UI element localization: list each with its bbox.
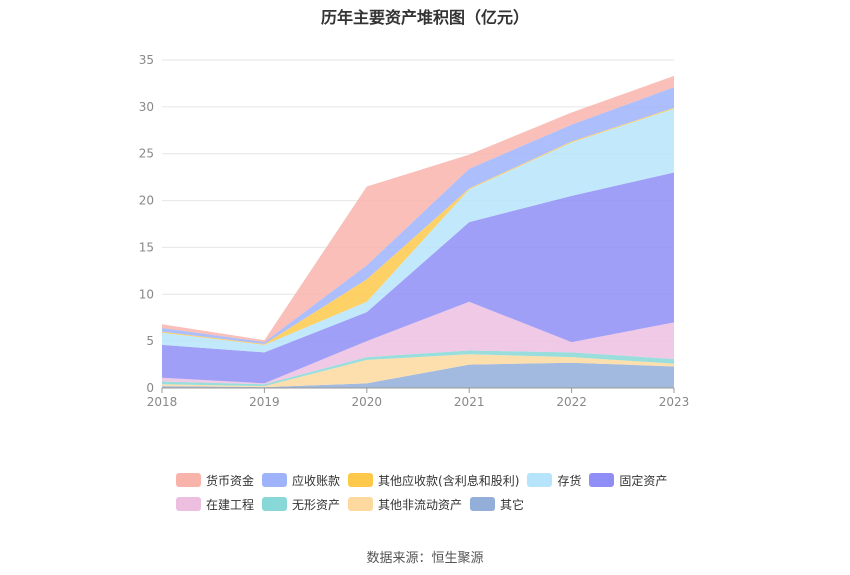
axes: 0 5 10 15 20 25 30 35 2018 2019 2020 2021 2022 2023 xyxy=(139,53,690,409)
legend-swatch xyxy=(470,497,496,511)
legend-swatch xyxy=(176,473,201,487)
area-series xyxy=(162,75,674,388)
legend-item[interactable]: 无形资产 xyxy=(262,496,340,512)
y-tick-label: 10 xyxy=(139,287,154,301)
y-tick-label: 35 xyxy=(139,53,154,67)
y-tick-label: 30 xyxy=(139,100,154,114)
legend-label: 其他非流动资产 xyxy=(378,497,463,512)
x-tick-label: 2023 xyxy=(659,395,690,409)
legend-label: 固定资产 xyxy=(619,473,668,488)
y-tick-label: 25 xyxy=(139,147,154,161)
area-在建工程 xyxy=(162,301,674,385)
area-其他非流动资产 xyxy=(162,354,674,388)
legend-swatch xyxy=(348,473,374,487)
area-应收账款 xyxy=(162,87,674,344)
legend-swatch xyxy=(348,497,374,511)
legend-swatch xyxy=(262,473,288,487)
x-tick-label: 2020 xyxy=(352,395,383,409)
legend-label: 无形资产 xyxy=(292,497,341,512)
legend-item[interactable]: 货币资金 xyxy=(176,472,254,488)
legend-swatch xyxy=(589,473,615,487)
area-货币资金 xyxy=(162,75,674,343)
x-tick-label: 2019 xyxy=(249,395,280,409)
legend-item[interactable]: 存货 xyxy=(527,472,581,488)
legend-item[interactable]: 应收账款 xyxy=(262,472,340,488)
y-tick-label: 0 xyxy=(146,381,154,395)
y-tick-label: 5 xyxy=(146,334,154,348)
legend-label: 应收账款 xyxy=(292,473,341,488)
legend-swatch xyxy=(527,473,553,487)
legend-label: 其他应收款(含利息和股利) xyxy=(378,473,520,488)
legend-label: 其它 xyxy=(500,497,525,512)
legend-item[interactable]: 其它 xyxy=(470,496,524,512)
area-固定资产 xyxy=(162,172,674,384)
legend-label: 在建工程 xyxy=(206,497,255,512)
legend-item[interactable]: 固定资产 xyxy=(589,472,667,488)
y-tick-label: 20 xyxy=(139,194,154,208)
legend-item[interactable]: 其他应收款(含利息和股利) xyxy=(348,472,519,488)
legend-item[interactable]: 在建工程 xyxy=(176,496,254,512)
area-其它 xyxy=(162,362,674,388)
legend-swatch xyxy=(262,497,288,511)
legend-label: 存货 xyxy=(557,473,582,488)
data-source-label: 数据来源：恒生聚源 xyxy=(366,551,484,566)
x-tick-label: 2018 xyxy=(147,395,178,409)
legend: 货币资金 应收账款 其他应收款(含利息和股利) 存货 固定资产在建工程 无形资产 其他非流动… xyxy=(176,472,696,520)
legend-label: 货币资金 xyxy=(206,473,255,488)
legend-swatch xyxy=(176,497,201,511)
y-tick-label: 15 xyxy=(139,240,154,254)
chart-title: 历年主要资产堆积图（亿元） xyxy=(320,8,529,27)
legend-item[interactable]: 其他非流动资产 xyxy=(348,496,462,512)
x-tick-label: 2021 xyxy=(454,395,485,409)
x-tick-label: 2022 xyxy=(556,395,587,409)
area-存货 xyxy=(162,108,674,353)
